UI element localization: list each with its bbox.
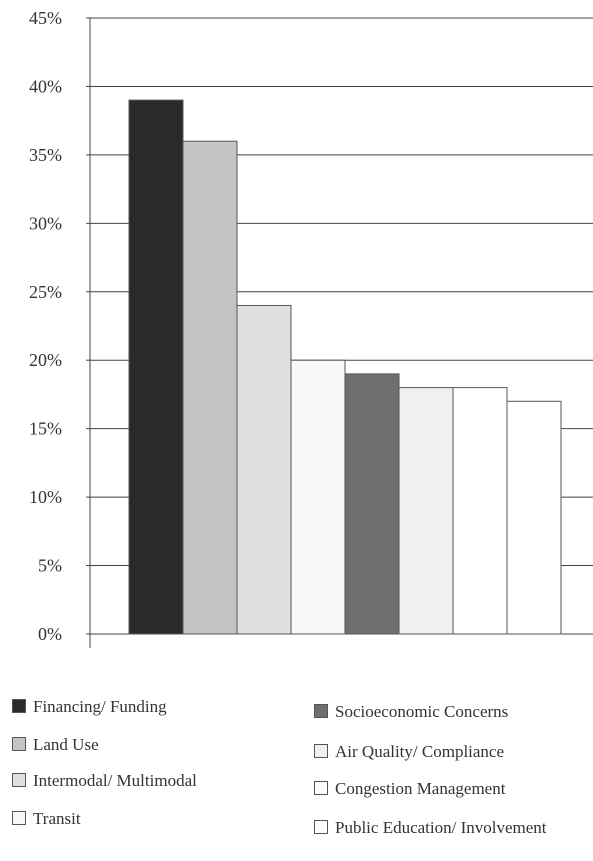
- legend-swatch-financing: [12, 699, 26, 713]
- legend-label-socioeconomic: Socioeconomic Concerns: [335, 702, 509, 721]
- y-tick-label: 20%: [29, 350, 62, 370]
- y-tick-label: 15%: [29, 419, 62, 439]
- bar-7: [452, 387, 508, 635]
- legend-label-land-use: Land Use: [33, 735, 99, 754]
- bar-5: [344, 373, 400, 635]
- legend-label-financing: Financing/ Funding: [33, 697, 167, 716]
- bar-chart: 0% 5% 10% 15% 20% 25% 30% 35% 40% 45%: [29, 8, 593, 648]
- y-axis: 0% 5% 10% 15% 20% 25% 30% 35% 40% 45%: [29, 8, 91, 648]
- legend-swatch-socioeconomic: [314, 704, 328, 718]
- legend-label-public-education: Public Education/ Involvement: [335, 818, 547, 837]
- bar-6: [398, 387, 454, 635]
- y-tick-label: 25%: [29, 282, 62, 302]
- legend-label-transit: Transit: [33, 809, 81, 828]
- legend-label-air-quality: Air Quality/ Compliance: [335, 742, 505, 761]
- bar-4: [290, 359, 346, 635]
- legend-item-transit: Transit: [12, 808, 81, 829]
- legend-item-congestion: Congestion Management: [314, 778, 505, 799]
- y-tick-label: 35%: [29, 145, 62, 165]
- legend-item-financing: Financing/ Funding: [12, 696, 167, 717]
- legend-item-intermodal: Intermodal/ Multimodal: [12, 770, 197, 791]
- legend-swatch-transit: [12, 811, 26, 825]
- legend-label-intermodal: Intermodal/ Multimodal: [33, 771, 197, 790]
- y-tick-label: 5%: [38, 556, 62, 576]
- legend-swatch-public-education: [314, 820, 328, 834]
- legend-item-socioeconomic: Socioeconomic Concerns: [314, 701, 508, 722]
- legend-swatch-air-quality: [314, 744, 328, 758]
- legend-item-public-education: Public Education/ Involvement: [314, 817, 565, 838]
- legend-item-air-quality: Air Quality/ Compliance: [314, 741, 504, 762]
- y-tick-label: 30%: [29, 213, 62, 233]
- bars: [128, 99, 562, 635]
- bar-8: [506, 400, 562, 635]
- y-tick-label: 40%: [29, 76, 62, 96]
- bar-1: [128, 99, 184, 635]
- legend-label-congestion: Congestion Management: [335, 779, 506, 798]
- legend-swatch-intermodal: [12, 773, 26, 787]
- y-tick-label: 0%: [38, 624, 62, 644]
- y-tick-label: 10%: [29, 487, 62, 507]
- legend-item-land-use: Land Use: [12, 734, 99, 755]
- y-tick-label: 45%: [29, 8, 62, 28]
- bar-3: [236, 304, 292, 635]
- bar-2: [182, 140, 238, 635]
- legend-swatch-congestion: [314, 781, 328, 795]
- legend-swatch-land-use: [12, 737, 26, 751]
